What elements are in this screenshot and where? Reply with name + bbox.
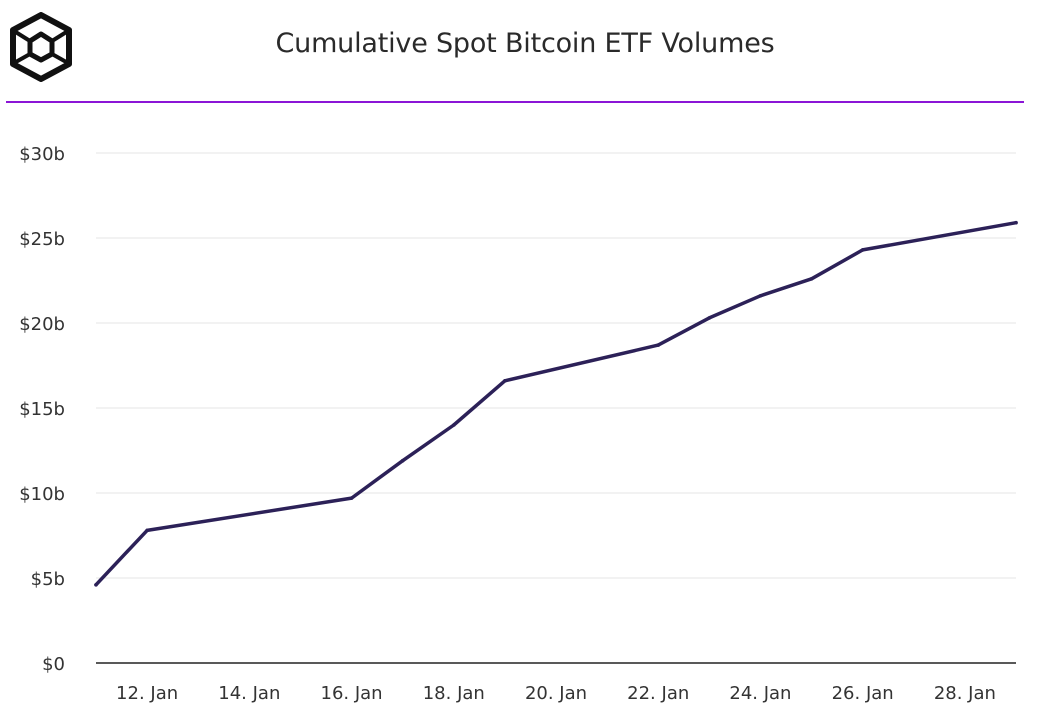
y-tick-label: $25b: [19, 229, 65, 250]
data-point: [451, 423, 456, 427]
data-point: [503, 379, 507, 383]
x-tick-label: 20. Jan: [525, 683, 587, 704]
y-tick-label: $20b: [19, 314, 65, 335]
y-tick-label: $0: [42, 654, 65, 675]
series-line: [94, 220, 1018, 587]
data-point: [860, 248, 865, 252]
x-tick-label: 24. Jan: [729, 683, 791, 704]
data-point: [758, 294, 763, 298]
x-tick-label: 14. Jan: [218, 683, 280, 704]
data-point: [707, 316, 712, 320]
data-point: [809, 277, 814, 281]
hexagon-cube-logo-icon: [10, 12, 72, 82]
y-tick-labels: $0 $5b $10b $15b $20b $25b $30b: [19, 144, 65, 675]
x-tick-label: 16. Jan: [321, 683, 383, 704]
data-point: [656, 343, 661, 347]
header-divider: [6, 101, 1024, 103]
y-tick-label: $30b: [19, 144, 65, 165]
series-lines: [94, 220, 1018, 587]
x-tick-label: 26. Jan: [832, 683, 894, 704]
x-tick-label: 12. Jan: [116, 683, 178, 704]
y-tick-label: $10b: [19, 484, 65, 505]
y-tick-label: $15b: [19, 399, 65, 420]
data-point: [94, 583, 98, 587]
x-tick-labels: 12. Jan 14. Jan 16. Jan 18. Jan 20. Jan 22. J…: [116, 683, 996, 704]
chart-title: Cumulative Spot Bitcoin ETF Volumes: [275, 28, 775, 59]
x-tick-label: 18. Jan: [423, 683, 485, 704]
x-tick-label: 28. Jan: [934, 683, 996, 704]
x-tick-label: 22. Jan: [627, 683, 689, 704]
data-point: [145, 528, 149, 533]
y-tick-label: $5b: [31, 569, 65, 590]
data-point: [349, 496, 354, 500]
data-point: [1014, 220, 1018, 225]
grid-lines: [96, 152, 1016, 579]
chart-header: Cumulative Spot Bitcoin ETF Volumes: [0, 0, 1044, 104]
data-point: [400, 458, 405, 463]
